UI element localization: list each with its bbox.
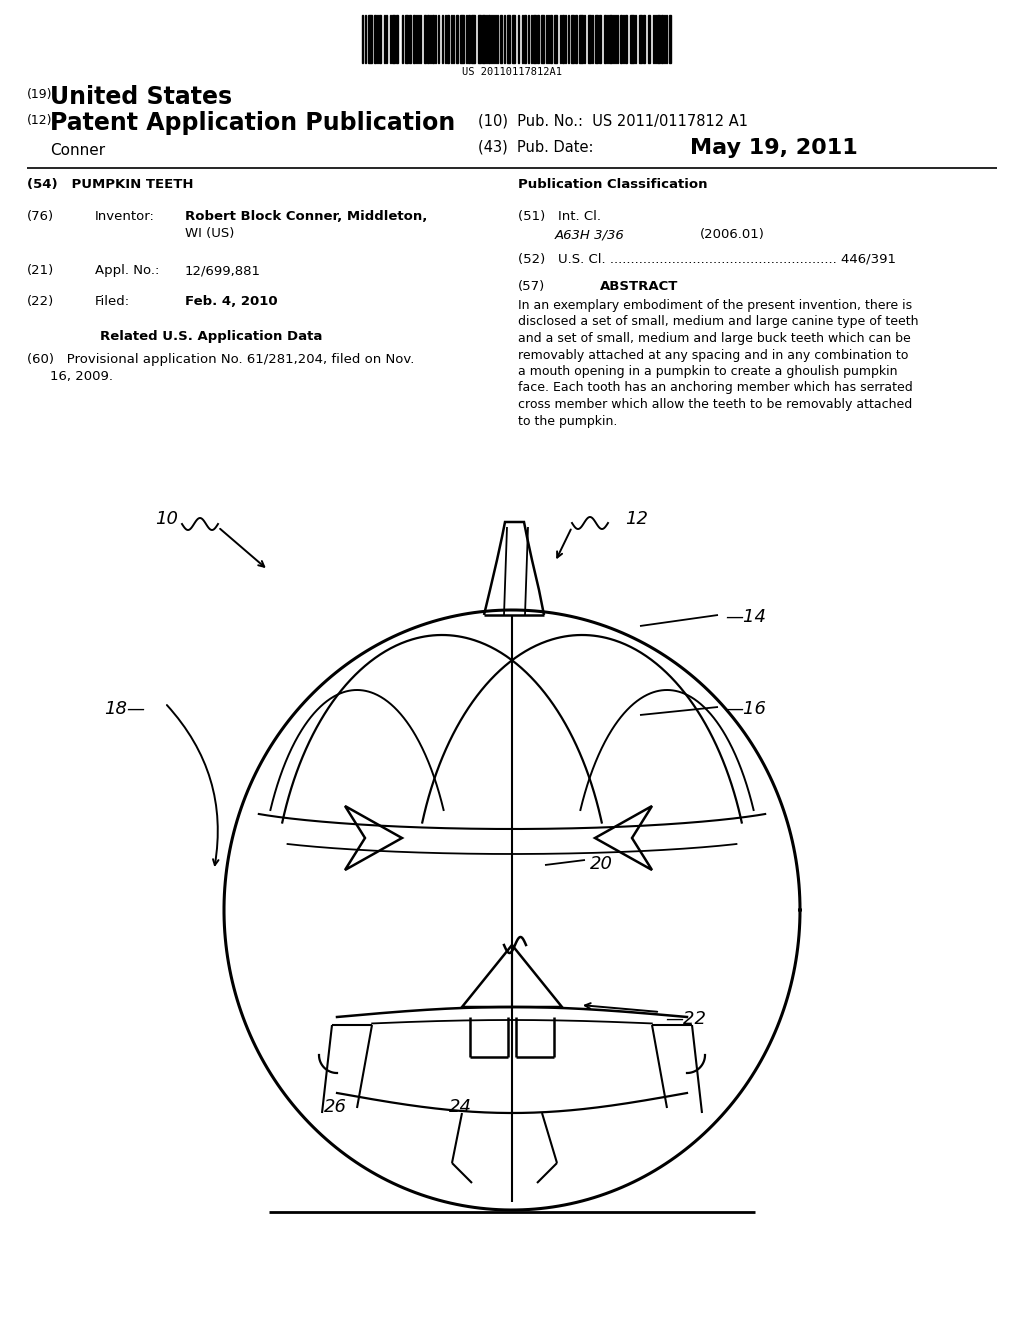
Bar bbox=[500, 15, 502, 63]
Text: —22: —22 bbox=[665, 1010, 706, 1028]
Text: Related U.S. Application Data: Related U.S. Application Data bbox=[100, 330, 323, 343]
Text: 20: 20 bbox=[590, 855, 613, 873]
Text: 12: 12 bbox=[625, 510, 648, 528]
Text: Feb. 4, 2010: Feb. 4, 2010 bbox=[185, 294, 278, 308]
Text: (60)   Provisional application No. 61/281,204, filed on Nov.: (60) Provisional application No. 61/281,… bbox=[27, 352, 415, 366]
Bar bbox=[554, 15, 557, 63]
Text: Inventor:: Inventor: bbox=[95, 210, 155, 223]
Bar bbox=[524, 15, 526, 63]
Bar bbox=[396, 15, 398, 63]
Bar bbox=[424, 15, 426, 63]
Text: Appl. No.:: Appl. No.: bbox=[95, 264, 160, 277]
Text: to the pumpkin.: to the pumpkin. bbox=[518, 414, 617, 428]
Text: (76): (76) bbox=[27, 210, 54, 223]
Text: Publication Classification: Publication Classification bbox=[518, 178, 708, 191]
Bar bbox=[595, 15, 598, 63]
Bar bbox=[604, 15, 606, 63]
Bar bbox=[537, 15, 539, 63]
Bar bbox=[657, 15, 660, 63]
Text: disclosed a set of small, medium and large canine type of teeth: disclosed a set of small, medium and lar… bbox=[518, 315, 919, 329]
Bar bbox=[599, 15, 601, 63]
Text: cross member which allow the teeth to be removably attached: cross member which allow the teeth to be… bbox=[518, 399, 912, 411]
Text: Robert Block Conner, Middleton,: Robert Block Conner, Middleton, bbox=[185, 210, 427, 223]
Bar bbox=[662, 15, 663, 63]
Bar bbox=[625, 15, 627, 63]
Text: 24: 24 bbox=[449, 1098, 471, 1115]
Text: (43)  Pub. Date:: (43) Pub. Date: bbox=[478, 140, 594, 154]
Bar bbox=[456, 15, 458, 63]
Text: 16, 2009.: 16, 2009. bbox=[50, 370, 113, 383]
Text: (10)  Pub. No.:  US 2011/0117812 A1: (10) Pub. No.: US 2011/0117812 A1 bbox=[478, 114, 748, 129]
Bar bbox=[409, 15, 411, 63]
Text: Patent Application Publication: Patent Application Publication bbox=[50, 111, 456, 135]
Bar bbox=[550, 15, 552, 63]
Bar bbox=[427, 15, 429, 63]
Text: and a set of small, medium and large buck teeth which can be: and a set of small, medium and large buc… bbox=[518, 333, 910, 345]
Text: WI (US): WI (US) bbox=[185, 227, 234, 240]
Bar bbox=[432, 15, 434, 63]
Bar bbox=[379, 15, 381, 63]
Bar bbox=[643, 15, 645, 63]
Bar bbox=[648, 15, 650, 63]
Bar bbox=[669, 15, 671, 63]
Bar bbox=[392, 15, 395, 63]
Bar bbox=[571, 15, 574, 63]
Text: A63H 3/36: A63H 3/36 bbox=[555, 228, 625, 242]
Bar bbox=[471, 15, 475, 63]
Text: removably attached at any spacing and in any combination to: removably attached at any spacing and in… bbox=[518, 348, 908, 362]
Text: (12): (12) bbox=[27, 114, 52, 127]
Text: Filed:: Filed: bbox=[95, 294, 130, 308]
Bar bbox=[507, 15, 510, 63]
Text: (54)   PUMPKIN TEETH: (54) PUMPKIN TEETH bbox=[27, 178, 194, 191]
Bar bbox=[630, 15, 634, 63]
Text: US 20110117812A1: US 20110117812A1 bbox=[462, 67, 562, 77]
Bar bbox=[639, 15, 642, 63]
Bar bbox=[478, 15, 481, 63]
Text: United States: United States bbox=[50, 84, 232, 110]
Text: (51)   Int. Cl.: (51) Int. Cl. bbox=[518, 210, 601, 223]
Bar bbox=[588, 15, 591, 63]
Text: —14: —14 bbox=[725, 609, 766, 626]
Bar bbox=[541, 15, 544, 63]
Bar bbox=[406, 15, 408, 63]
Text: (19): (19) bbox=[27, 88, 52, 102]
Bar bbox=[609, 15, 612, 63]
Bar bbox=[482, 15, 485, 63]
Bar bbox=[575, 15, 577, 63]
Text: a mouth opening in a pumpkin to create a ghoulish pumpkin: a mouth opening in a pumpkin to create a… bbox=[518, 366, 897, 378]
Text: May 19, 2011: May 19, 2011 bbox=[690, 139, 858, 158]
Text: (52)   U.S. Cl. ....................................................... 446/391: (52) U.S. Cl. ..........................… bbox=[518, 252, 896, 265]
Text: (22): (22) bbox=[27, 294, 54, 308]
Bar bbox=[512, 15, 515, 63]
Text: (2006.01): (2006.01) bbox=[700, 228, 765, 242]
Bar bbox=[468, 15, 470, 63]
Text: —16: —16 bbox=[725, 700, 766, 718]
Bar bbox=[579, 15, 583, 63]
Text: 12/699,881: 12/699,881 bbox=[185, 264, 261, 277]
Text: ABSTRACT: ABSTRACT bbox=[600, 280, 678, 293]
Text: face. Each tooth has an anchoring member which has serrated: face. Each tooth has an anchoring member… bbox=[518, 381, 912, 395]
Text: Conner: Conner bbox=[50, 143, 105, 158]
Text: (57): (57) bbox=[518, 280, 545, 293]
Bar bbox=[562, 15, 564, 63]
Text: 26: 26 bbox=[324, 1098, 346, 1115]
Text: (21): (21) bbox=[27, 264, 54, 277]
Bar bbox=[488, 15, 490, 63]
Bar bbox=[460, 15, 464, 63]
Bar bbox=[374, 15, 376, 63]
Bar bbox=[534, 15, 536, 63]
Text: 10: 10 bbox=[155, 510, 178, 528]
Text: 18—: 18— bbox=[104, 700, 145, 718]
Bar bbox=[368, 15, 372, 63]
Bar bbox=[620, 15, 622, 63]
Bar bbox=[447, 15, 449, 63]
Bar bbox=[413, 15, 415, 63]
Text: In an exemplary embodiment of the present invention, there is: In an exemplary embodiment of the presen… bbox=[518, 300, 912, 312]
